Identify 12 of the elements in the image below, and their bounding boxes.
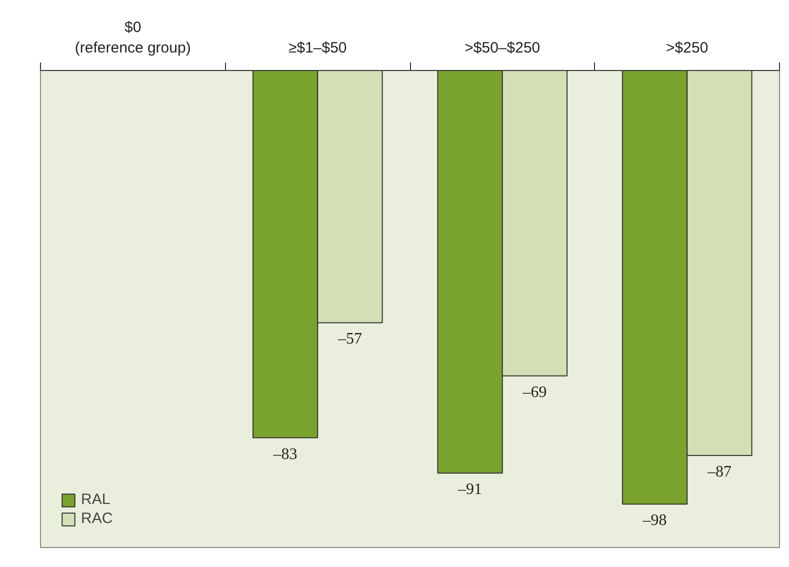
x-tick-label: >$50–$250 <box>464 40 540 56</box>
legend-label: RAC <box>81 510 113 527</box>
data-label: –57 <box>336 330 362 348</box>
data-label: –98 <box>642 512 667 530</box>
x-tick-label: >$250 <box>666 40 708 56</box>
data-label: –91 <box>457 481 482 498</box>
x-tick-label: ≥$1–$50 <box>288 40 347 56</box>
data-label: –69 <box>522 384 547 401</box>
data-label: –83 <box>272 446 298 463</box>
legend-label: RAL <box>81 491 110 508</box>
data-label: –87 <box>706 463 732 480</box>
x-tick-label: $0 (reference group) <box>74 19 191 56</box>
